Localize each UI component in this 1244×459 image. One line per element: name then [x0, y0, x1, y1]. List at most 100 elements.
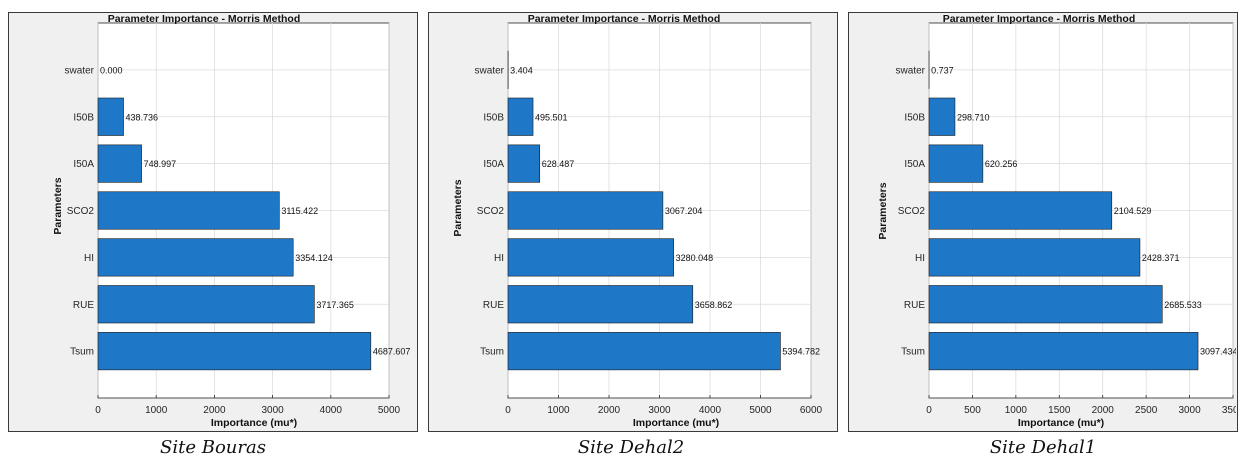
bar-value-label: 2104.529 — [1114, 206, 1152, 216]
bar-rue — [928, 285, 1163, 324]
x-tick-label: 1000 — [1005, 405, 1028, 416]
bar-value-label: 3658.862 — [695, 300, 733, 310]
x-tick-label: 0 — [926, 405, 932, 416]
bar-value-label: 3.404 — [510, 65, 533, 75]
bar-value-label: 748.997 — [144, 159, 177, 169]
plot-area: 0 1000 2000 3000 4000 5000 swater 0.000 I50B 438.… — [65, 22, 411, 416]
bar-i50b — [928, 97, 956, 136]
y-tick-label: I50B — [904, 112, 925, 123]
bar-sco2 — [507, 191, 664, 230]
x-tick-label: 1000 — [547, 405, 570, 416]
bar-hi — [97, 238, 294, 277]
bar-hi — [928, 238, 1141, 277]
chart-title: Parameter Importance - Morris Method — [108, 13, 301, 25]
bar-value-label: 3280.048 — [676, 253, 714, 263]
bar-hi — [507, 238, 674, 277]
plot-area: 0 500 1000 1500 2000 2500 3000 3500 swater 0.737 I… — [896, 22, 1236, 416]
bar-value-label: 5394.782 — [782, 347, 820, 357]
bar-value-label: 628.487 — [542, 159, 575, 169]
bar-value-label: 3717.365 — [316, 300, 354, 310]
x-tick-label: 2000 — [1092, 405, 1115, 416]
chart-panel-dehal1: 0 500 1000 1500 2000 2500 3000 3500 swater 0.737 I… — [848, 12, 1238, 432]
caption-bouras: Site Bouras — [160, 437, 266, 458]
bar-value-label: 620.256 — [985, 159, 1018, 169]
x-tick-label: 0 — [95, 405, 101, 416]
bar-value-label: 0.000 — [100, 65, 123, 75]
y-tick-label: RUE — [483, 300, 504, 311]
bar-i50a — [97, 144, 142, 183]
bar-value-label: 3097.434 — [1200, 347, 1236, 357]
bar-i50b — [97, 97, 124, 136]
chart-svg-bouras: 0 1000 2000 3000 4000 5000 swater 0.000 I50B 438.… — [52, 13, 411, 429]
y-tick-label: SCO2 — [898, 206, 926, 217]
chart-title: Parameter Importance - Morris Method — [528, 13, 721, 25]
x-tick-label: 3000 — [1178, 405, 1201, 416]
x-tick-label: 2000 — [203, 405, 226, 416]
bar-value-label: 298.710 — [957, 112, 990, 122]
x-axis-label: Importance (mu*) — [633, 417, 719, 429]
y-tick-label: RUE — [904, 300, 925, 311]
plot-area: 0 1000 2000 3000 4000 5000 6000 swater 3.404 I50B… — [475, 22, 823, 416]
chart-svg-dehal1: 0 500 1000 1500 2000 2500 3000 3500 swater 0.737 I… — [877, 13, 1236, 429]
x-tick-label: 2500 — [1135, 405, 1158, 416]
bar-i50a — [507, 144, 541, 183]
y-tick-label: I50A — [73, 159, 94, 170]
x-axis-label: Importance (mu*) — [1018, 417, 1104, 429]
y-tick-label: SCO2 — [477, 206, 505, 217]
y-tick-label: HI — [84, 253, 94, 264]
x-axis-label: Importance (mu*) — [211, 417, 297, 429]
bar-tsum — [97, 332, 372, 371]
chart-panel-bouras: 0 1000 2000 3000 4000 5000 swater 0.000 I50B 438.… — [8, 12, 418, 432]
y-axis-label: Parameters — [52, 177, 64, 234]
x-tick-label: 1000 — [145, 405, 168, 416]
x-tick-label: 500 — [964, 405, 981, 416]
x-tick-label: 4000 — [699, 405, 722, 416]
y-tick-label: swater — [896, 65, 926, 76]
y-tick-label: I50A — [483, 159, 504, 170]
y-tick-label: swater — [65, 65, 95, 76]
y-tick-label: SCO2 — [67, 206, 95, 217]
y-tick-label: Tsum — [480, 347, 504, 358]
x-tick-label: 3500 — [1222, 405, 1236, 416]
y-tick-label: RUE — [73, 300, 94, 311]
x-tick-label: 3000 — [261, 405, 284, 416]
y-tick-label: I50B — [483, 112, 504, 123]
bar-value-label: 2428.371 — [1142, 253, 1180, 263]
bar-value-label: 3067.204 — [665, 206, 703, 216]
bar-value-label: 0.737 — [931, 65, 954, 75]
bar-value-label: 495.501 — [535, 112, 568, 122]
bar-tsum — [928, 332, 1199, 371]
y-tick-label: I50B — [73, 112, 94, 123]
caption-dehal1: Site Dehal1 — [989, 437, 1097, 458]
y-axis-label: Parameters — [452, 179, 464, 236]
x-tick-label: 0 — [505, 405, 511, 416]
y-tick-label: swater — [475, 65, 505, 76]
y-tick-label: HI — [494, 253, 504, 264]
y-tick-label: I50A — [904, 159, 925, 170]
y-tick-label: HI — [915, 253, 925, 264]
bar-sco2 — [928, 191, 1113, 230]
bar-i50a — [928, 144, 984, 183]
y-tick-label: Tsum — [70, 347, 94, 358]
chart-panel-dehal2: 0 1000 2000 3000 4000 5000 6000 swater 3.404 I50B… — [428, 12, 838, 432]
bar-sco2 — [97, 191, 280, 230]
y-tick-label: Tsum — [901, 347, 925, 358]
x-tick-label: 3000 — [648, 405, 671, 416]
y-axis-label: Parameters — [877, 182, 889, 239]
bar-value-label: 4687.607 — [373, 347, 411, 357]
bar-rue — [97, 285, 315, 324]
bar-value-label: 438.736 — [126, 112, 159, 122]
x-tick-label: 2000 — [598, 405, 621, 416]
x-tick-label: 5000 — [378, 405, 401, 416]
bar-value-label: 3115.422 — [281, 206, 318, 216]
chart-svg-dehal2: 0 1000 2000 3000 4000 5000 6000 swater 3.404 I50B… — [452, 13, 823, 429]
x-tick-label: 5000 — [749, 405, 772, 416]
caption-dehal2: Site Dehal2 — [577, 437, 685, 458]
bar-rue — [507, 285, 694, 324]
x-tick-label: 4000 — [320, 405, 343, 416]
bar-i50b — [507, 97, 534, 136]
bar-value-label: 3354.124 — [295, 253, 333, 263]
x-tick-label: 1500 — [1048, 405, 1071, 416]
bar-value-label: 2685.533 — [1164, 300, 1202, 310]
bar-tsum — [507, 332, 781, 371]
